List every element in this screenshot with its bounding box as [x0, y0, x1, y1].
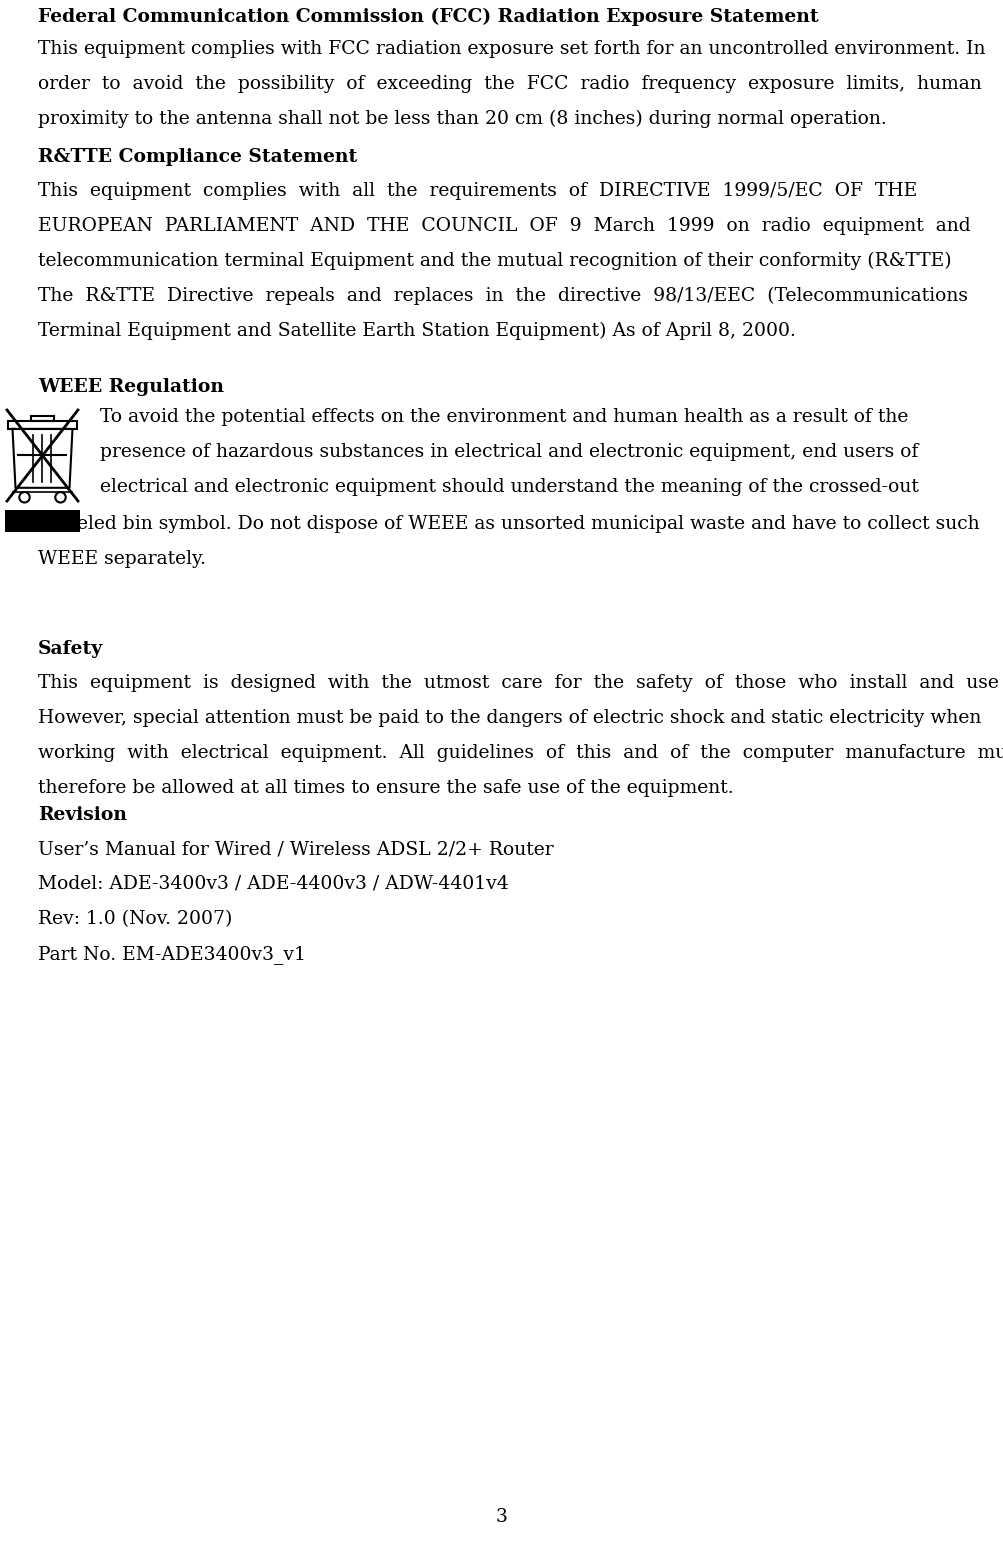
Text: EUROPEAN  PARLIAMENT  AND  THE  COUNCIL  OF  9  March  1999  on  radio  equipmen: EUROPEAN PARLIAMENT AND THE COUNCIL OF 9…	[38, 216, 970, 235]
Text: electrical and electronic equipment should understand the meaning of the crossed: electrical and electronic equipment shou…	[100, 477, 918, 496]
Text: This  equipment  is  designed  with  the  utmost  care  for  the  safety  of  th: This equipment is designed with the utmo…	[38, 674, 1003, 692]
Text: R&TTE Compliance Statement: R&TTE Compliance Statement	[38, 148, 357, 165]
Text: Federal Communication Commission (FCC) Radiation Exposure Statement: Federal Communication Commission (FCC) R…	[38, 8, 818, 26]
Text: telecommunication terminal Equipment and the mutual recognition of their conform: telecommunication terminal Equipment and…	[38, 252, 951, 270]
Text: User’s Manual for Wired / Wireless ADSL 2/2+ Router: User’s Manual for Wired / Wireless ADSL …	[38, 840, 554, 857]
Text: WEEE separately.: WEEE separately.	[38, 550, 206, 569]
Text: wheeled bin symbol. Do not dispose of WEEE as unsorted municipal waste and have : wheeled bin symbol. Do not dispose of WE…	[38, 514, 979, 533]
Text: Part No. EM-ADE3400v3_v1: Part No. EM-ADE3400v3_v1	[38, 946, 306, 964]
Bar	[8, 422, 77, 430]
Text: therefore be allowed at all times to ensure the safe use of the equipment.: therefore be allowed at all times to ens…	[38, 779, 733, 797]
Text: Revision: Revision	[38, 806, 127, 823]
Text: To avoid the potential effects on the environment and human health as a result o: To avoid the potential effects on the en…	[100, 408, 908, 426]
Text: proximity to the antenna shall not be less than 20 cm (8 inches) during normal o: proximity to the antenna shall not be le…	[38, 110, 886, 128]
Text: 3: 3	[495, 1508, 508, 1526]
Text: Rev: 1.0 (Nov. 2007): Rev: 1.0 (Nov. 2007)	[38, 910, 233, 929]
Text: However, special attention must be paid to the dangers of electric shock and sta: However, special attention must be paid …	[38, 709, 981, 728]
Text: The  R&TTE  Directive  repeals  and  replaces  in  the  directive  98/13/EEC  (T: The R&TTE Directive repeals and replaces…	[38, 287, 967, 306]
Text: Safety: Safety	[38, 640, 103, 658]
Text: presence of hazardous substances in electrical and electronic equipment, end use: presence of hazardous substances in elec…	[100, 443, 918, 460]
Text: Model: ADE-3400v3 / ADE-4400v3 / ADW-4401v4: Model: ADE-3400v3 / ADE-4400v3 / ADW-440…	[38, 874, 509, 893]
Bar	[5, 510, 80, 531]
Text: working  with  electrical  equipment.  All  guidelines  of  this  and  of  the  : working with electrical equipment. All g…	[38, 745, 1003, 762]
Text: order  to  avoid  the  possibility  of  exceeding  the  FCC  radio  frequency  e: order to avoid the possibility of exceed…	[38, 76, 981, 93]
Text: WEEE Regulation: WEEE Regulation	[38, 379, 224, 396]
Text: This equipment complies with FCC radiation exposure set forth for an uncontrolle: This equipment complies with FCC radiati…	[38, 40, 985, 59]
Text: This  equipment  complies  with  all  the  requirements  of  DIRECTIVE  1999/5/E: This equipment complies with all the req…	[38, 182, 917, 199]
Text: Terminal Equipment and Satellite Earth Station Equipment) As of April 8, 2000.: Terminal Equipment and Satellite Earth S…	[38, 321, 795, 340]
